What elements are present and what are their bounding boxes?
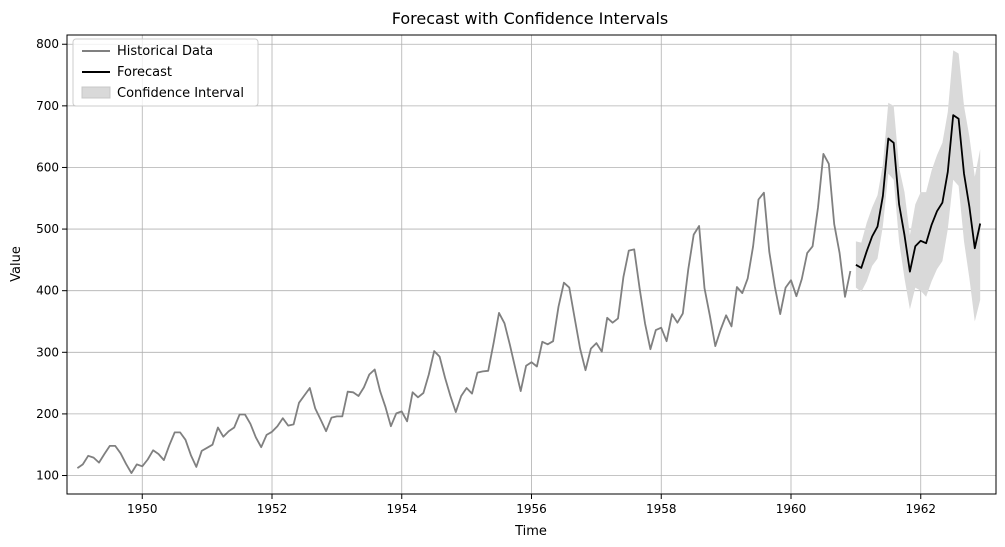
y-tick-label: 600	[36, 160, 59, 174]
legend-forecast-label: Forecast	[117, 65, 172, 80]
legend-historical-label: Historical Data	[117, 44, 213, 59]
series-lines-layer	[76, 114, 982, 475]
legend: Historical Data Forecast Confidence Inte…	[72, 38, 259, 107]
y-tick-label: 100	[36, 469, 59, 483]
y-tick-label: 400	[36, 284, 59, 298]
y-tick-label: 300	[36, 345, 59, 359]
x-tick-label: 1952	[257, 502, 288, 516]
x-tick-label: 1958	[646, 502, 677, 516]
y-axis-ticks: 100 200 300 400 500 600 700 800	[36, 37, 67, 483]
y-tick-label: 800	[36, 37, 59, 51]
x-tick-label: 1956	[516, 502, 547, 516]
x-tick-label: 1960	[776, 502, 807, 516]
confidence-interval-band	[855, 50, 981, 322]
y-tick-label: 200	[36, 407, 59, 421]
x-tick-label: 1954	[386, 502, 417, 516]
forecast-line	[855, 114, 982, 273]
historical-data-line	[76, 152, 852, 475]
y-tick-label: 500	[36, 222, 59, 236]
x-tick-label: 1962	[905, 502, 936, 516]
y-tick-label: 700	[36, 99, 59, 113]
legend-box	[72, 38, 259, 107]
chart-title: Forecast with Confidence Intervals	[392, 9, 668, 28]
x-tick-label: 1950	[127, 502, 158, 516]
y-axis-label: Value	[9, 246, 24, 282]
grid-lines	[67, 35, 996, 494]
confidence-interval-layer	[855, 50, 981, 322]
x-axis-label: Time	[514, 524, 547, 539]
legend-ci-swatch	[81, 86, 111, 99]
x-axis-ticks: 1950 1952 1954 1956 1958 1960 1962	[127, 494, 936, 516]
legend-ci-label: Confidence Interval	[117, 86, 244, 101]
